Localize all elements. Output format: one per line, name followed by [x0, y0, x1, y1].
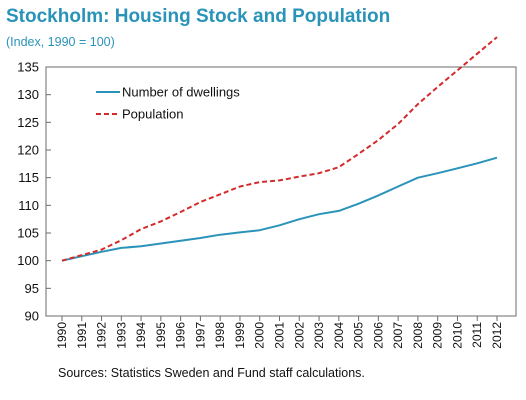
x-tick-label: 2001: [273, 322, 287, 349]
x-tick-label: 2010: [450, 322, 464, 349]
x-tick-label: 2003: [312, 322, 326, 349]
x-tick-label: 1995: [154, 322, 168, 349]
legend-label-dwellings: Number of dwellings: [122, 85, 240, 100]
y-tick-label: 135: [17, 60, 39, 75]
x-tick-label: 1993: [114, 322, 128, 349]
x-tick-label: 1994: [134, 322, 148, 349]
x-tick-label: 2002: [292, 322, 306, 349]
chart-series: [61, 36, 498, 262]
y-tick-label: 105: [17, 226, 39, 241]
chart-source-note: Sources: Statistics Sweden and Fund staf…: [58, 366, 365, 380]
y-tick-label: 110: [18, 198, 39, 213]
chart-subtitle: (Index, 1990 = 100): [6, 35, 115, 49]
x-tick-label: 2004: [332, 322, 346, 349]
plot-area-frame: [45, 66, 517, 317]
y-tick-label: 95: [25, 281, 39, 296]
x-tick-label: 1997: [193, 322, 207, 349]
y-tick-label: 115: [18, 170, 39, 185]
y-tick-label: 130: [17, 87, 39, 102]
x-tick-label: 2011: [470, 322, 484, 348]
y-tick-label: 125: [17, 115, 39, 130]
x-tick-label: 1990: [55, 322, 69, 349]
x-tick-label: 2008: [411, 322, 425, 349]
legend-label-population: Population: [122, 107, 183, 122]
x-tick-label: 1991: [75, 322, 89, 349]
chart-title: Stockholm: Housing Stock and Population: [6, 6, 391, 27]
series-line-population: [61, 36, 498, 262]
x-tick-label: 2007: [391, 322, 405, 349]
chart-legend: Number of dwellings Population: [96, 85, 240, 122]
series-line-dwellings: [61, 156, 498, 262]
x-tick-label: 2009: [431, 322, 445, 349]
x-tick-label: 1999: [233, 322, 247, 349]
x-tick-label: 1998: [213, 322, 227, 349]
x-tick-label: 2005: [352, 322, 366, 349]
y-tick-label: 90: [25, 309, 39, 324]
x-tick-label: 1996: [174, 322, 188, 349]
y-tick-label: 100: [17, 253, 39, 268]
x-tick-label: 2012: [490, 322, 504, 349]
x-tick-label: 1992: [95, 322, 109, 349]
y-tick-label: 120: [17, 143, 39, 158]
chart-axes: 90 95 100 105 110 115 120 125 130 135 1990 1991 1992…: [17, 60, 517, 349]
x-tick-label: 2000: [253, 322, 267, 349]
x-tick-label: 2006: [371, 322, 385, 349]
